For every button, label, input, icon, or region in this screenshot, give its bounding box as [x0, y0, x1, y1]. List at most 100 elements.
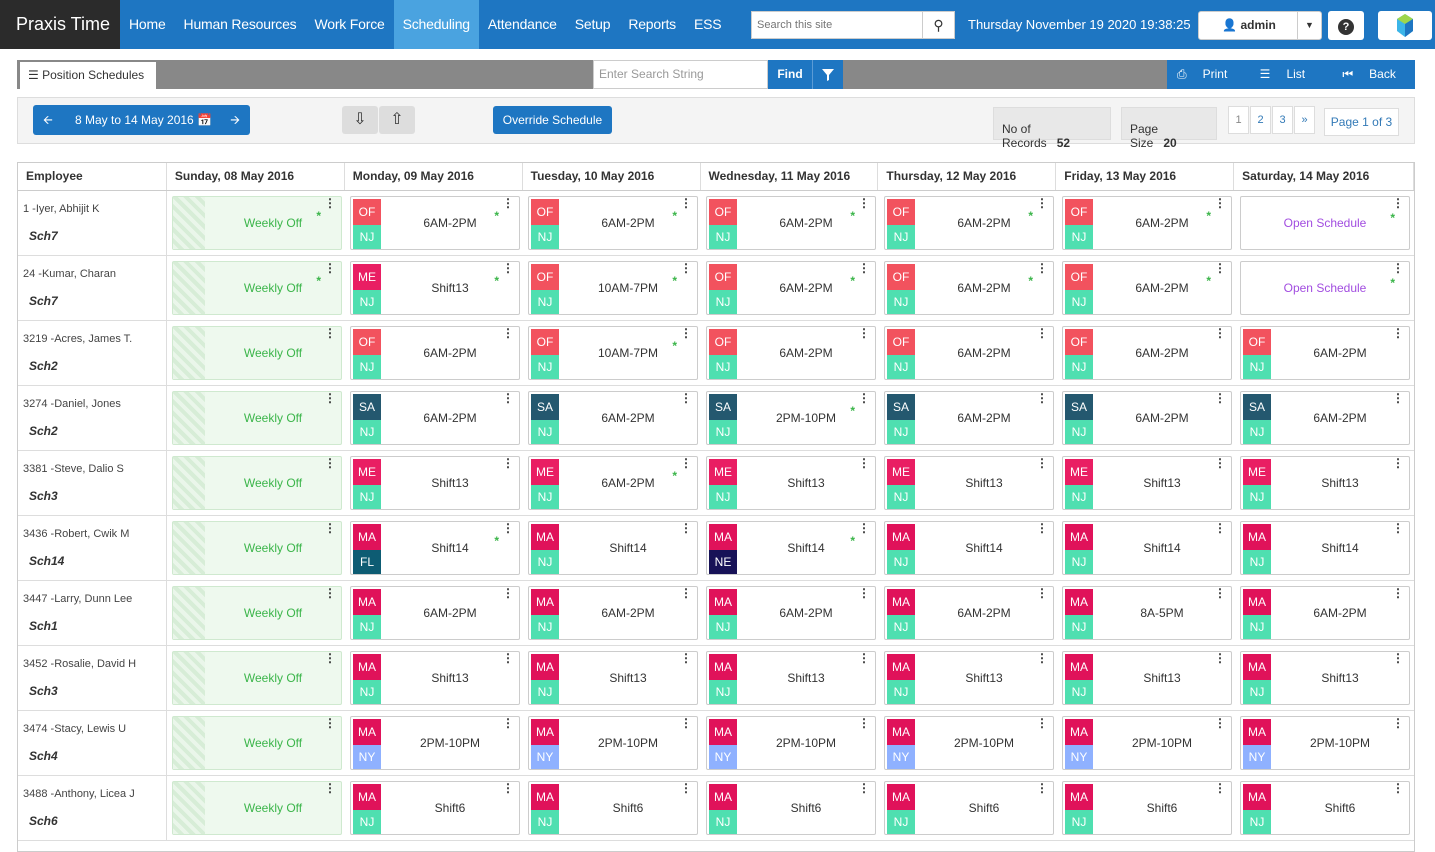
more-options-icon[interactable]: ⋮ [324, 781, 336, 795]
more-options-icon[interactable]: ⋮ [324, 196, 336, 210]
more-options-icon[interactable]: ⋮ [1392, 456, 1404, 470]
more-options-icon[interactable]: ⋮ [680, 716, 692, 730]
schedule-cell[interactable]: MA NJ Shift13 ⋮ [884, 651, 1054, 705]
employee-cell[interactable]: 3381 -Steve, Dalio S Sch3 [18, 451, 167, 515]
more-options-icon[interactable]: ⋮ [1036, 781, 1048, 795]
schedule-cell[interactable]: MA NY 2PM-10PM ⋮ [884, 716, 1054, 770]
more-options-icon[interactable]: ⋮ [1392, 651, 1404, 665]
schedule-cell[interactable]: MA NJ 6AM-2PM ⋮ [706, 586, 876, 640]
schedule-cell[interactable]: Weekly Off ⋮ [172, 651, 342, 705]
more-options-icon[interactable]: ⋮ [680, 521, 692, 535]
more-options-icon[interactable]: ⋮ [1036, 391, 1048, 405]
schedule-cell[interactable]: ME NJ Shift13 ⋮ [884, 456, 1054, 510]
employee-name[interactable]: 3452 -Rosalie, David H [23, 658, 137, 670]
schedule-cell[interactable]: OF NJ 10AM-7PM ⋮ * [528, 261, 698, 315]
more-options-icon[interactable]: ⋮ [502, 586, 514, 600]
schedule-cell[interactable]: Weekly Off ⋮ [172, 716, 342, 770]
schedule-cell[interactable]: OF NJ 6AM-2PM ⋮ [884, 326, 1054, 380]
schedule-cell[interactable]: SA NJ 6AM-2PM ⋮ [528, 391, 698, 445]
schedule-cell[interactable]: ME NJ Shift13 ⋮ [1062, 456, 1232, 510]
schedule-cell[interactable]: SA NJ 6AM-2PM ⋮ [350, 391, 520, 445]
more-options-icon[interactable]: ⋮ [502, 456, 514, 470]
filter-button[interactable] [812, 60, 843, 89]
employee-name[interactable]: 3219 -Acres, James T. [23, 333, 133, 345]
more-options-icon[interactable]: ⋮ [1036, 586, 1048, 600]
schedule-cell[interactable]: OF NJ 6AM-2PM ⋮ * [1062, 261, 1232, 315]
schedule-cell[interactable]: Weekly Off ⋮ [172, 456, 342, 510]
nav-ess[interactable]: ESS [693, 16, 722, 32]
more-options-icon[interactable]: ⋮ [1036, 716, 1048, 730]
schedule-cell[interactable]: MA NJ Shift6 ⋮ [1062, 781, 1232, 835]
list-button[interactable]: ☰ List [1250, 60, 1333, 89]
schedule-cell[interactable]: ME NJ Shift13 ⋮ [350, 456, 520, 510]
schedule-cell[interactable]: MA NJ Shift6 ⋮ [884, 781, 1054, 835]
schedule-cell[interactable]: MA NY 2PM-10PM ⋮ [528, 716, 698, 770]
brand-logo[interactable]: Praxis Time [0, 0, 120, 49]
schedule-cell[interactable]: MA NJ Shift14 ⋮ [528, 521, 698, 575]
next-week-icon[interactable]: 🡪 [230, 113, 240, 127]
schedule-cell[interactable]: Weekly Off ⋮ * [172, 196, 342, 250]
nav-attendance[interactable]: Attendance [487, 16, 557, 32]
more-options-icon[interactable]: ⋮ [1214, 521, 1226, 535]
more-options-icon[interactable]: ⋮ [858, 391, 870, 405]
more-options-icon[interactable]: ⋮ [1036, 196, 1048, 210]
schedule-cell[interactable]: SA NJ 6AM-2PM ⋮ [1240, 391, 1410, 445]
print-button[interactable]: ⎙ Print [1167, 60, 1250, 89]
schedule-cell[interactable]: MA NY 2PM-10PM ⋮ [1240, 716, 1410, 770]
employee-cell[interactable]: 3447 -Larry, Dunn Lee Sch1 [18, 581, 167, 645]
nav-work-force[interactable]: Work Force [314, 16, 385, 32]
more-options-icon[interactable]: ⋮ [1214, 456, 1226, 470]
more-options-icon[interactable]: ⋮ [680, 781, 692, 795]
more-options-icon[interactable]: ⋮ [1214, 716, 1226, 730]
schedule-cell[interactable]: MA NJ Shift6 ⋮ [528, 781, 698, 835]
schedule-cell[interactable]: OF NJ 6AM-2PM ⋮ [1062, 326, 1232, 380]
more-options-icon[interactable]: ⋮ [1392, 391, 1404, 405]
upload-button[interactable]: ⇧ [379, 106, 415, 134]
employee-name[interactable]: 3274 -Daniel, Jones [23, 398, 121, 410]
schedule-cell[interactable]: Weekly Off ⋮ [172, 586, 342, 640]
schedule-cell[interactable]: MA NJ 6AM-2PM ⋮ [528, 586, 698, 640]
schedule-cell[interactable]: MA NJ Shift6 ⋮ [350, 781, 520, 835]
more-options-icon[interactable]: ⋮ [680, 391, 692, 405]
more-options-icon[interactable]: ⋮ [324, 456, 336, 470]
schedule-cell[interactable]: MA NJ Shift13 ⋮ [1062, 651, 1232, 705]
schedule-cell[interactable]: MA NJ 6AM-2PM ⋮ [1240, 586, 1410, 640]
nav-home[interactable]: Home [129, 16, 166, 32]
more-options-icon[interactable]: ⋮ [1214, 651, 1226, 665]
schedule-cell[interactable]: MA NY 2PM-10PM ⋮ [350, 716, 520, 770]
schedule-cell[interactable]: SA NJ 2PM-10PM ⋮ * [706, 391, 876, 445]
more-options-icon[interactable]: ⋮ [1392, 521, 1404, 535]
more-options-icon[interactable]: ⋮ [324, 651, 336, 665]
more-options-icon[interactable]: ⋮ [1214, 326, 1226, 340]
more-options-icon[interactable]: ⋮ [1214, 261, 1226, 275]
search-icon[interactable]: ⚲ [922, 12, 954, 38]
schedule-cell[interactable]: Weekly Off ⋮ [172, 781, 342, 835]
more-options-icon[interactable]: ⋮ [680, 261, 692, 275]
employee-cell[interactable]: 3219 -Acres, James T. Sch2 [18, 321, 167, 385]
prev-week-icon[interactable]: 🡨 [43, 113, 53, 127]
schedule-cell[interactable]: MA NY 2PM-10PM ⋮ [1062, 716, 1232, 770]
schedule-cell[interactable]: OF NJ 6AM-2PM ⋮ * [350, 196, 520, 250]
schedule-cell[interactable]: OF NJ 6AM-2PM ⋮ * [706, 196, 876, 250]
schedule-cell[interactable]: ME NJ Shift13 ⋮ [1240, 456, 1410, 510]
schedule-cell[interactable]: MA NJ 6AM-2PM ⋮ [350, 586, 520, 640]
page-link[interactable]: » [1294, 106, 1315, 134]
more-options-icon[interactable]: ⋮ [502, 521, 514, 535]
more-options-icon[interactable]: ⋮ [1036, 326, 1048, 340]
schedule-cell[interactable]: MA NJ Shift14 ⋮ [1240, 521, 1410, 575]
employee-name[interactable]: 3474 -Stacy, Lewis U [23, 723, 127, 735]
more-options-icon[interactable]: ⋮ [858, 651, 870, 665]
page-link[interactable]: 2 [1250, 106, 1271, 134]
schedule-cell[interactable]: MA NY 2PM-10PM ⋮ [706, 716, 876, 770]
more-options-icon[interactable]: ⋮ [324, 586, 336, 600]
employee-name[interactable]: 1 -Iyer, Abhijit K [23, 203, 100, 215]
schedule-cell[interactable]: MA NJ Shift14 ⋮ [884, 521, 1054, 575]
more-options-icon[interactable]: ⋮ [1392, 196, 1404, 210]
employee-cell[interactable]: 3488 -Anthony, Licea J Sch6 [18, 776, 167, 840]
more-options-icon[interactable]: ⋮ [502, 651, 514, 665]
schedule-cell[interactable]: OF NJ 6AM-2PM ⋮ [350, 326, 520, 380]
page-link[interactable]: 3 [1272, 106, 1293, 134]
more-options-icon[interactable]: ⋮ [858, 586, 870, 600]
employee-cell[interactable]: 3474 -Stacy, Lewis U Sch4 [18, 711, 167, 775]
schedule-cell[interactable]: Open Schedule ⋮ * [1240, 196, 1410, 250]
